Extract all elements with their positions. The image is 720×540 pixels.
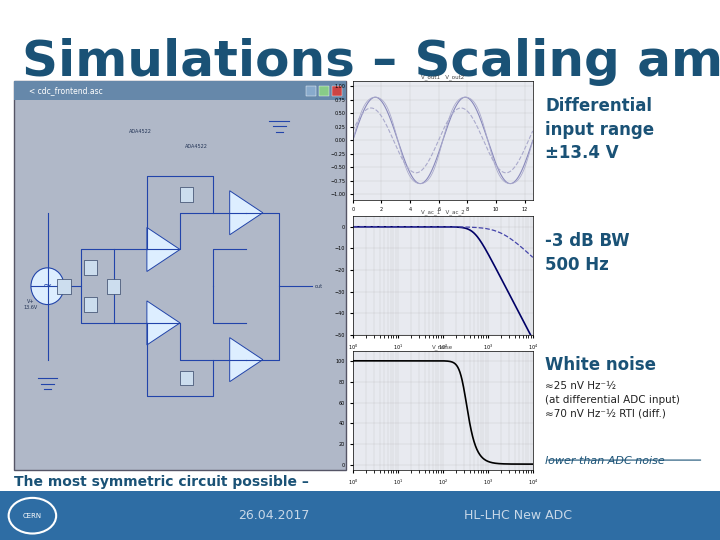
Bar <box>58 279 71 294</box>
Text: V_out1   V_out2: V_out1 V_out2 <box>421 75 464 80</box>
Text: out: out <box>315 284 323 289</box>
Bar <box>84 297 97 312</box>
Text: HL-LHC New ADC: HL-LHC New ADC <box>464 509 572 522</box>
Text: V_noise: V_noise <box>432 345 454 350</box>
Text: ≈25 nV Hz⁻½
(at differential ADC input)
≈70 nV Hz⁻½ RTI (diff.): ≈25 nV Hz⁻½ (at differential ADC input) … <box>545 381 680 418</box>
Text: ~: ~ <box>43 281 52 291</box>
Text: Simulations – Scaling amplifier: Simulations – Scaling amplifier <box>22 38 720 86</box>
Text: White noise: White noise <box>545 356 656 374</box>
Text: ADA4522: ADA4522 <box>185 144 208 149</box>
Polygon shape <box>147 227 180 272</box>
Text: 26.04.2017: 26.04.2017 <box>238 509 310 522</box>
Bar <box>107 279 120 294</box>
Bar <box>332 86 342 96</box>
Text: lower than ADC noise: lower than ADC noise <box>545 456 665 467</box>
Bar <box>0 491 720 540</box>
Text: FDA built of separate amplifiers: FDA built of separate amplifiers <box>14 500 265 514</box>
Bar <box>180 187 193 202</box>
Bar <box>84 260 97 275</box>
Bar <box>306 86 316 96</box>
Text: V+
13.6V: V+ 13.6V <box>24 299 38 310</box>
Polygon shape <box>230 191 263 235</box>
Bar <box>180 370 193 386</box>
Text: CERN: CERN <box>23 512 42 519</box>
Text: < cdc_frontend.asc: < cdc_frontend.asc <box>29 86 102 95</box>
Polygon shape <box>147 301 180 345</box>
Text: V_ac_1   V_ac_2: V_ac_1 V_ac_2 <box>421 210 464 215</box>
Polygon shape <box>230 338 263 382</box>
Text: -3 dB BW
500 Hz: -3 dB BW 500 Hz <box>545 232 630 274</box>
Circle shape <box>31 268 64 305</box>
Text: Differential
input range
±13.4 V: Differential input range ±13.4 V <box>545 97 654 163</box>
Bar <box>319 86 329 96</box>
FancyBboxPatch shape <box>14 81 346 470</box>
Text: The most symmetric circuit possible –: The most symmetric circuit possible – <box>14 475 310 489</box>
Text: ADA4522: ADA4522 <box>129 130 152 134</box>
Bar <box>14 81 346 100</box>
